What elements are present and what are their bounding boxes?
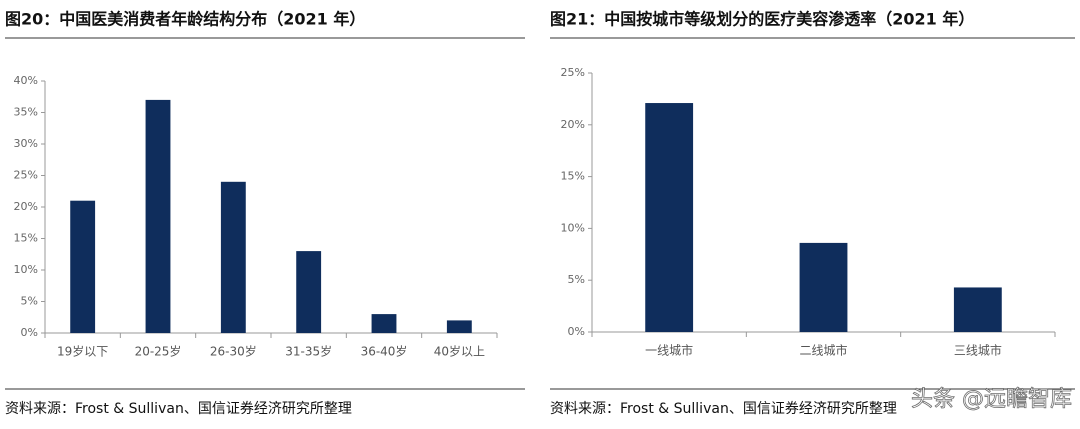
y-tick-label: 35% — [14, 106, 38, 119]
bar — [953, 287, 1002, 332]
y-tick-label: 0% — [21, 326, 38, 339]
y-tick-label: 20% — [14, 200, 38, 213]
y-tick-label: 5% — [21, 295, 38, 308]
y-tick-label: 30% — [14, 137, 38, 150]
source: 资料来源：Frost & Sullivan、国信证券经济研究所整理 — [550, 401, 897, 417]
y-tick-label: 10% — [561, 221, 585, 234]
chart-title: 图20：中国医美消费者年龄结构分布（2021 年） — [5, 10, 365, 29]
watermark: 头条 @远瞻智库 — [911, 387, 1072, 412]
source: 资料来源：Frost & Sullivan、国信证券经济研究所整理 — [5, 401, 352, 417]
y-tick-label: 10% — [14, 263, 38, 276]
x-tick-label: 19岁以下 — [57, 344, 108, 359]
bar — [799, 242, 848, 332]
x-tick-label: 一线城市 — [645, 343, 693, 358]
y-tick-label: 0% — [568, 325, 585, 338]
y-tick-label: 5% — [568, 273, 585, 286]
bar — [220, 181, 246, 333]
bar — [645, 103, 694, 332]
bar — [145, 99, 171, 334]
y-tick-label: 40% — [14, 74, 38, 87]
chart-title: 图21：中国按城市等级划分的医疗美容渗透率（2021 年） — [550, 10, 974, 29]
x-tick-label: 36-40岁 — [361, 344, 408, 359]
bar — [371, 314, 397, 333]
bar — [70, 200, 96, 333]
y-tick-label: 25% — [14, 169, 38, 182]
bar — [296, 251, 322, 333]
x-tick-label: 二线城市 — [799, 343, 847, 358]
bar — [446, 320, 472, 333]
y-tick-label: 20% — [561, 118, 585, 131]
x-tick-label: 40岁以上 — [434, 344, 485, 359]
x-tick-label: 三线城市 — [954, 343, 1002, 358]
x-tick-label: 31-35岁 — [285, 344, 332, 359]
x-tick-label: 20-25岁 — [135, 344, 182, 359]
y-tick-label: 25% — [561, 66, 585, 79]
y-tick-label: 15% — [14, 232, 38, 245]
x-tick-label: 26-30岁 — [210, 344, 257, 359]
y-tick-label: 15% — [561, 170, 585, 183]
